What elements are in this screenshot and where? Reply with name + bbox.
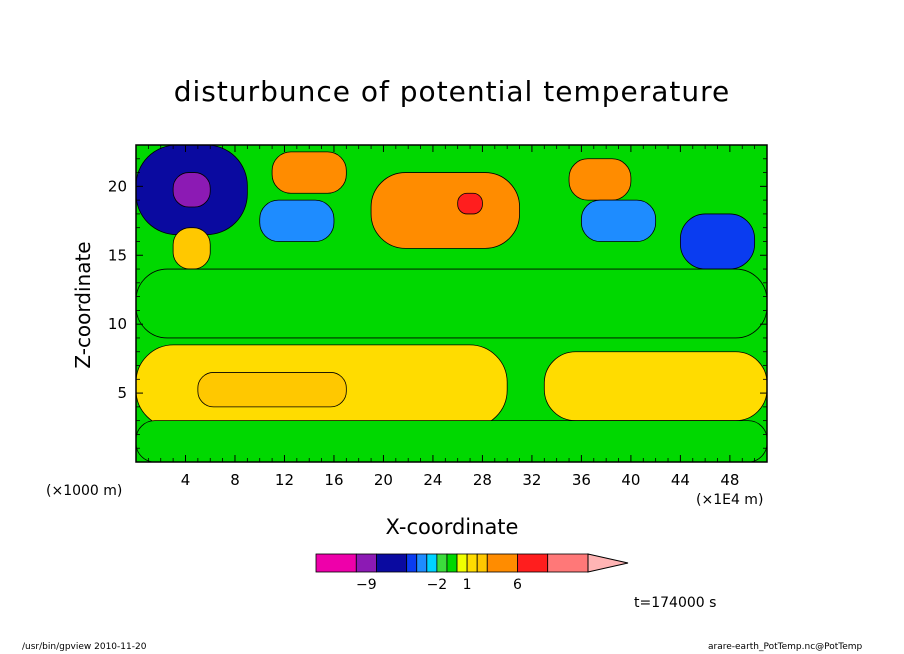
x-axis: 4 8 12 16 20 24 28 32 36 40 44 48 xyxy=(147,145,756,489)
plot-regions xyxy=(136,145,767,462)
x-tick-label: 48 xyxy=(720,471,739,489)
colorbar-bin xyxy=(406,553,418,573)
region-peak-maximum xyxy=(457,192,483,215)
region-green-band xyxy=(136,268,767,339)
colorbar-bin xyxy=(446,553,458,573)
y-tick-label: 15 xyxy=(108,246,127,264)
y-tick-label: 10 xyxy=(108,315,127,333)
colorbar-label: −9 xyxy=(356,577,377,593)
colorbar-bin xyxy=(355,553,377,573)
y-tick-label: 20 xyxy=(108,177,127,195)
colorbar-bin xyxy=(426,553,438,573)
colorbar-extend-arrow xyxy=(587,553,629,573)
x-tick-label: 16 xyxy=(324,471,343,489)
region-positive-upper-36-40 xyxy=(568,158,632,201)
colorbar-bin xyxy=(486,553,518,573)
region-yellow-low-right xyxy=(543,351,767,422)
x-tick-label: 36 xyxy=(572,471,591,489)
colorbar-bin xyxy=(547,553,589,573)
footer-right-text: arare-earth_PotTemp.nc@PotTemp xyxy=(708,642,863,652)
z-unit-label: (×1000 m) xyxy=(46,483,123,499)
x-tick-label: 12 xyxy=(275,471,294,489)
x-tick-label: 4 xyxy=(181,471,191,489)
region-blue-band-10-16 xyxy=(259,199,335,242)
colorbar-bin xyxy=(476,553,488,573)
region-core-minimum xyxy=(172,172,211,208)
x-axis-label: X-coordinate xyxy=(385,515,519,539)
colorbar-bin xyxy=(376,553,408,573)
colorbar-bin xyxy=(456,553,468,573)
region-positive-upper-13-17 xyxy=(271,151,347,194)
chart-title: disturbunce of potential temperature xyxy=(173,75,731,108)
colorbar: −9 −2 1 6 xyxy=(315,553,629,593)
y-axis: 5 10 15 20 xyxy=(108,158,767,449)
y-tick-label: 5 xyxy=(117,384,127,402)
footer-left-text: /usr/bin/gpview 2010-11-20 xyxy=(22,642,147,652)
colorbar-label: −2 xyxy=(427,577,448,593)
region-negative-upper-37-42 xyxy=(581,199,657,242)
time-label: t=174000 s xyxy=(634,595,717,611)
region-positive-upper-20-31 xyxy=(370,172,520,249)
colorbar-bin xyxy=(517,553,549,573)
colorbar-label: 1 xyxy=(463,577,472,593)
colorbar-bin xyxy=(436,553,448,573)
x-tick-label: 44 xyxy=(671,471,690,489)
region-green-bottom xyxy=(136,420,767,462)
colorbar-bin xyxy=(315,553,357,573)
x-tick-label: 24 xyxy=(423,471,442,489)
region-orange-low-left xyxy=(197,372,347,408)
region-positive-small-3-6 xyxy=(172,227,211,270)
colorbar-label: 6 xyxy=(513,577,522,593)
colorbar-bin xyxy=(416,553,428,573)
region-negative-upper-45-49 xyxy=(679,213,756,270)
x-tick-label: 28 xyxy=(473,471,492,489)
colorbar-bin xyxy=(466,553,478,573)
plot-frame xyxy=(135,144,768,463)
x-unit-label: (×1E4 m) xyxy=(696,492,764,508)
x-tick-label: 32 xyxy=(522,471,541,489)
x-tick-label: 20 xyxy=(374,471,393,489)
x-tick-label: 8 xyxy=(230,471,240,489)
x-tick-label: 40 xyxy=(621,471,640,489)
